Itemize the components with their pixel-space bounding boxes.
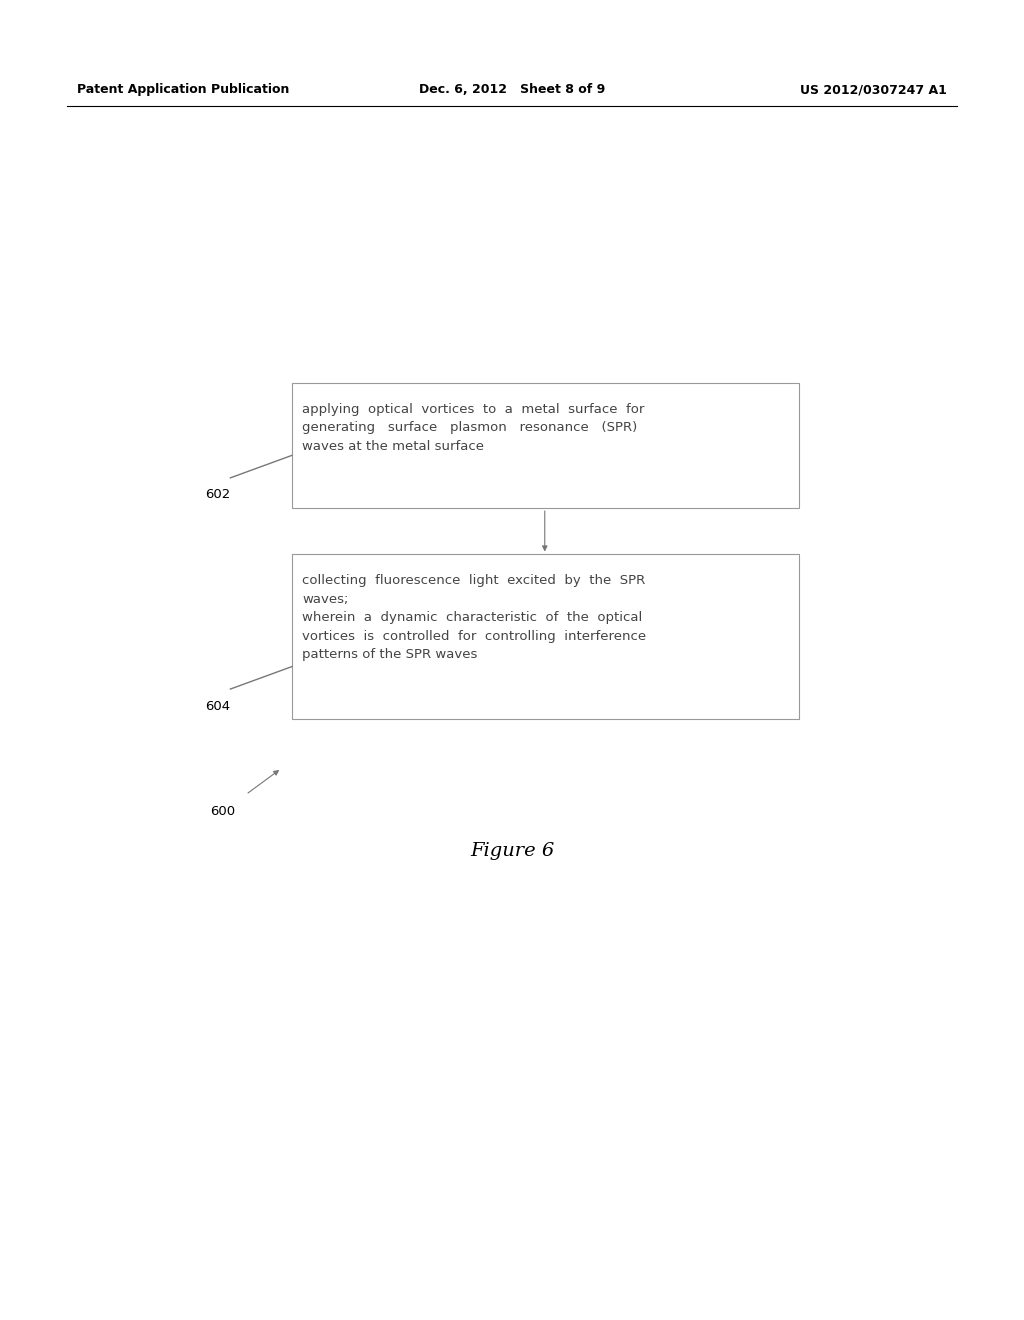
Text: Patent Application Publication: Patent Application Publication	[77, 83, 289, 96]
Text: 604: 604	[205, 700, 230, 713]
Text: 602: 602	[205, 488, 230, 502]
Bar	[292, 554, 799, 719]
Text: applying  optical  vortices  to  a  metal  surface  for
generating   surface   p: applying optical vortices to a metal sur…	[302, 403, 644, 453]
Text: Figure 6: Figure 6	[470, 842, 554, 861]
Text: Dec. 6, 2012   Sheet 8 of 9: Dec. 6, 2012 Sheet 8 of 9	[419, 83, 605, 96]
Text: 600: 600	[210, 805, 236, 818]
Text: collecting  fluorescence  light  excited  by  the  SPR
waves;
wherein  a  dynami: collecting fluorescence light excited by…	[302, 574, 646, 661]
Text: US 2012/0307247 A1: US 2012/0307247 A1	[801, 83, 947, 96]
Bar	[292, 383, 799, 508]
